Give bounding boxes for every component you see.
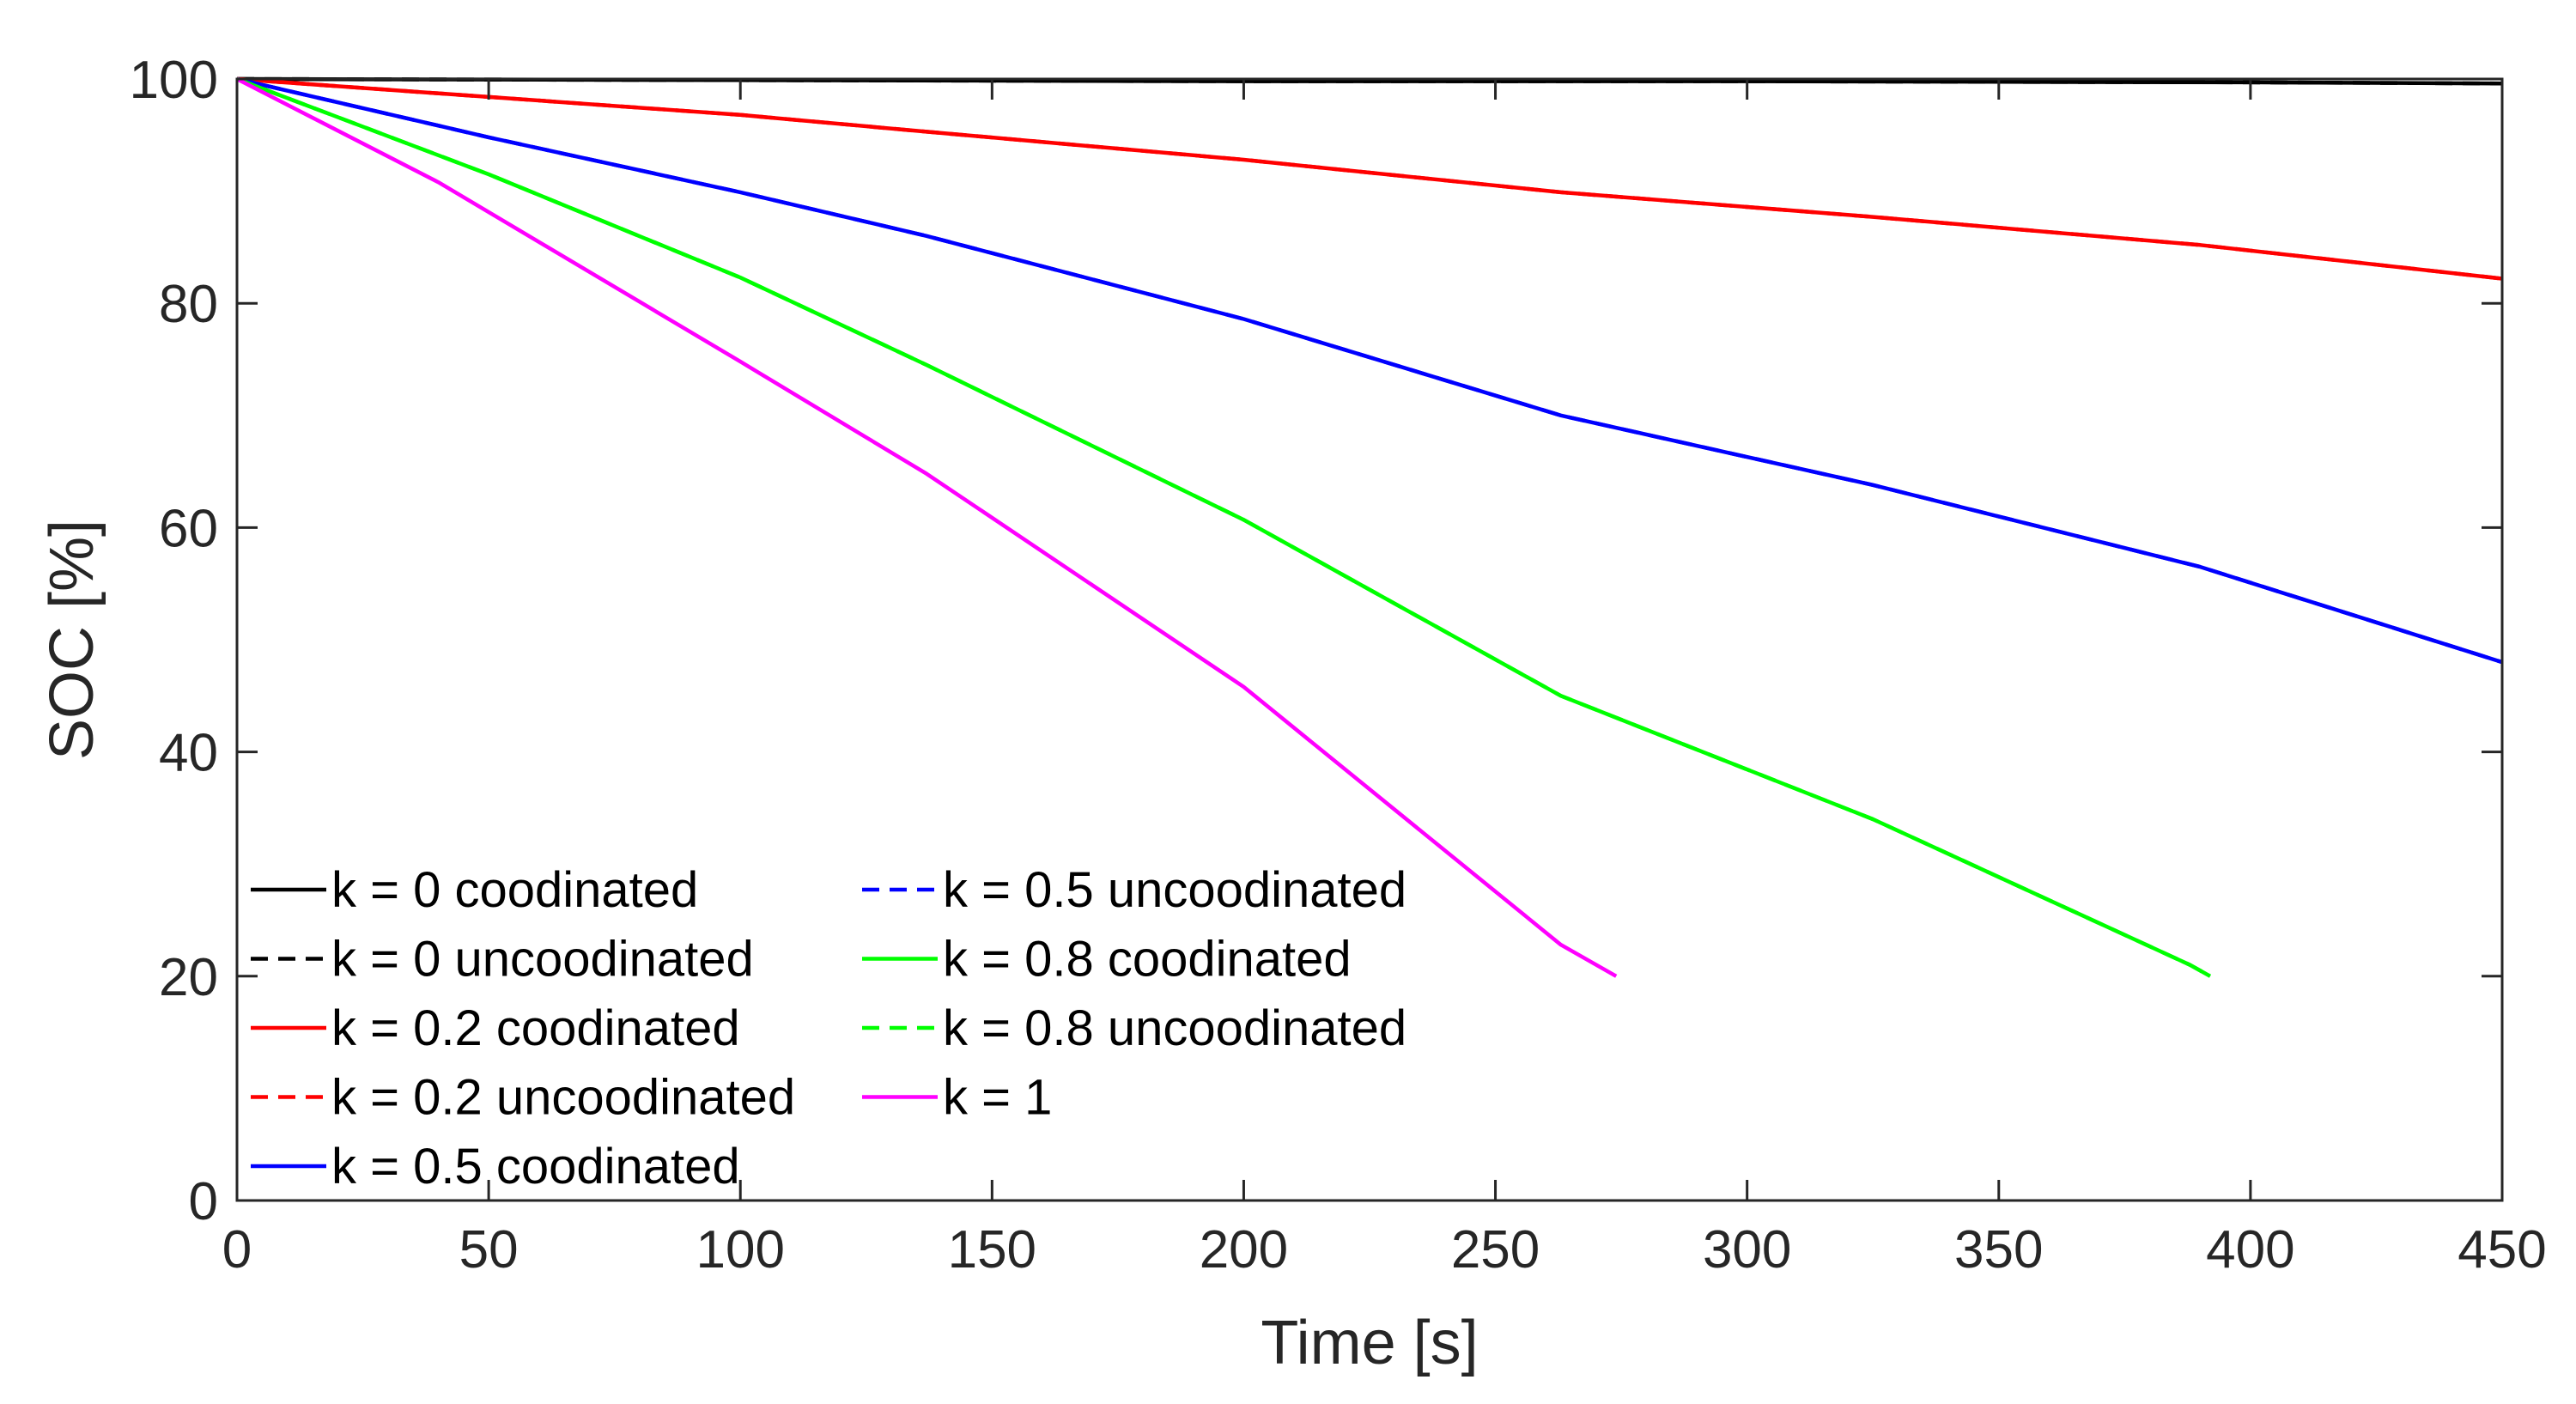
series-line-6 [236, 76, 2212, 978]
x-tick-label-1: 50 [459, 1220, 519, 1279]
x-tick-label-0: 0 [222, 1220, 252, 1279]
x-tick-label-4: 200 [1200, 1220, 1288, 1279]
legend-label-7: k = 0.8 uncoodinated [943, 1000, 1406, 1056]
axes-layer: 0 50 100 150 200 250 300 350 400 450 0 20 40 60 80 100 T… [38, 51, 2547, 1377]
legend-label-4: k = 0.5 coodinated [331, 1139, 740, 1194]
series-line-8 [235, 76, 1618, 978]
series-line-7 [236, 76, 2212, 978]
plot-frame [235, 77, 2504, 1202]
series-line-3 [236, 76, 2503, 281]
legend-label-0: k = 0 coodinated [331, 862, 698, 918]
x-tick-label-5: 250 [1451, 1220, 1540, 1279]
x-tick-label-7: 350 [1954, 1220, 2043, 1279]
y-tick-label-1: 20 [159, 948, 218, 1007]
legend-label-8: k = 1 [943, 1070, 1052, 1126]
x-tick-label-6: 300 [1703, 1220, 1791, 1279]
legend: k = 0 coodinated k = 0 uncoodinated k = 0.… [251, 862, 1406, 1194]
series-line-2 [236, 76, 2503, 281]
x-tick-label-2: 100 [696, 1220, 784, 1279]
x-tick-label-8: 400 [2206, 1220, 2294, 1279]
x-tick-label-3: 150 [948, 1220, 1036, 1279]
series-line-5 [236, 76, 2503, 665]
y-axis-title: SOC [%] [38, 520, 106, 760]
y-tick-label-0: 0 [189, 1172, 218, 1231]
series-layer [235, 76, 2503, 978]
y-tick-label-2: 40 [159, 724, 218, 783]
y-tick-label-3: 60 [159, 499, 218, 558]
legend-label-5: k = 0.5 uncoodinated [943, 862, 1406, 918]
y-tick-label-5: 100 [130, 51, 218, 110]
series-line-4 [236, 76, 2503, 665]
legend-label-1: k = 0 uncoodinated [331, 932, 754, 988]
legend-label-3: k = 0.2 uncoodinated [331, 1070, 795, 1126]
legend-label-2: k = 0.2 coodinated [331, 1000, 740, 1056]
y-tick-label-4: 80 [159, 275, 218, 334]
legend-label-6: k = 0.8 coodinated [943, 932, 1352, 988]
x-tick-label-9: 450 [2458, 1220, 2546, 1279]
x-axis-title: Time [s] [1261, 1309, 1478, 1377]
